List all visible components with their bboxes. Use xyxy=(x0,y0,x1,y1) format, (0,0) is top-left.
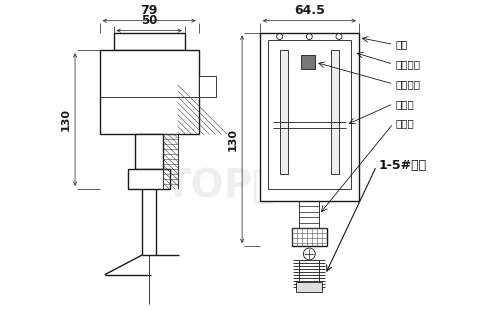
Text: 1-5#桨片: 1-5#桨片 xyxy=(378,159,426,172)
Bar xyxy=(302,55,315,69)
Text: 波纹管: 波纹管 xyxy=(396,118,414,128)
Bar xyxy=(268,41,351,189)
Bar xyxy=(331,50,339,174)
Text: 64.5: 64.5 xyxy=(294,4,324,17)
Bar xyxy=(296,281,322,291)
Bar xyxy=(100,50,198,134)
Text: TOP技: TOP技 xyxy=(164,167,276,205)
Text: 外壳: 外壳 xyxy=(396,39,408,49)
Text: 130: 130 xyxy=(61,108,71,131)
Bar xyxy=(128,169,170,189)
Bar xyxy=(136,134,163,169)
Text: 调节螺丝: 调节螺丝 xyxy=(396,59,420,69)
Text: 50: 50 xyxy=(141,14,158,27)
Bar xyxy=(280,50,287,174)
Bar xyxy=(260,33,358,201)
Text: 79: 79 xyxy=(140,4,158,17)
Bar xyxy=(292,228,326,246)
Text: 130: 130 xyxy=(228,128,238,151)
Text: 杠杆板: 杠杆板 xyxy=(396,99,414,109)
Bar xyxy=(198,76,216,97)
Bar xyxy=(114,33,185,50)
Text: 微动开关: 微动开关 xyxy=(396,79,420,89)
